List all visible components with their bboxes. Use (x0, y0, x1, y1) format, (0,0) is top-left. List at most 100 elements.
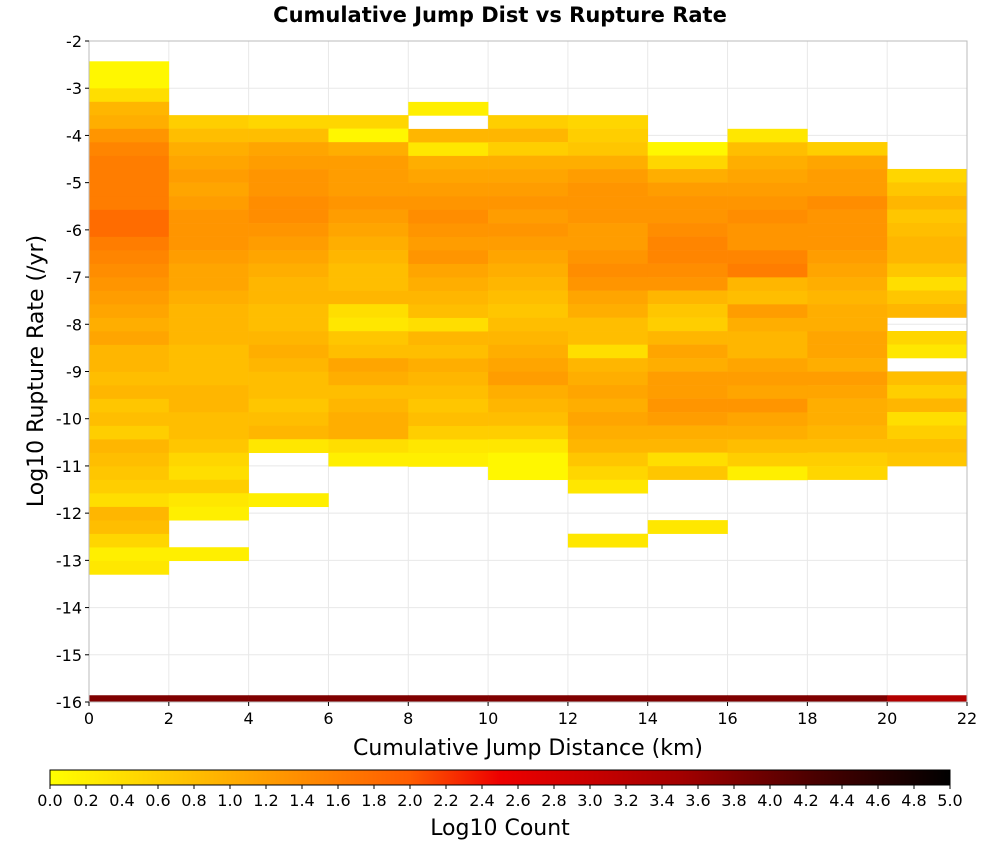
heatmap-cell (807, 236, 888, 251)
heatmap-cell (567, 250, 649, 264)
heatmap-cell (168, 425, 249, 440)
heatmap-cell (248, 344, 329, 359)
heatmap-cell (727, 142, 808, 157)
heatmap-cell (89, 317, 170, 332)
colorbar-tick-label: 5.0 (937, 791, 962, 810)
colorbar-tick-label: 4.4 (829, 791, 854, 810)
heatmap-cell (887, 303, 968, 318)
heatmap-cell (647, 520, 728, 534)
heatmap-cell (727, 439, 808, 454)
heatmap-cell (488, 331, 569, 345)
heatmap-cell (647, 412, 728, 426)
heatmap-cell (488, 290, 569, 305)
heatmap-cell (168, 115, 249, 129)
colorbar-tick-label: 3.6 (685, 791, 710, 810)
colorbar-tick-label: 2.4 (469, 791, 494, 810)
heatmap-cell (647, 196, 728, 210)
heatmap-cell (488, 182, 569, 197)
heatmap-cell (727, 155, 808, 170)
heatmap-cell (647, 250, 728, 264)
heatmap-cell (567, 304, 649, 318)
heatmap-cell (89, 115, 170, 130)
heatmap-cell (328, 263, 409, 278)
heatmap-cell (248, 263, 329, 278)
colorbar (49, 769, 951, 786)
heatmap-cell (168, 182, 249, 197)
x-tick-label: 2 (164, 709, 174, 728)
heatmap-cell (647, 439, 728, 453)
heatmap-cell (168, 385, 249, 399)
heatmap-cell (567, 196, 649, 210)
heatmap-cell (408, 263, 489, 278)
heatmap-cell (408, 101, 489, 116)
y-tick-label: -4 (66, 126, 82, 145)
colorbar-tick-label: 0.8 (181, 791, 206, 810)
y-tick-label: -2 (66, 32, 82, 51)
heatmap-cell (89, 263, 170, 278)
heatmap-cell (248, 439, 329, 454)
heatmap-cell (647, 182, 728, 197)
heatmap-cell (89, 439, 170, 454)
heatmap-cell (567, 479, 649, 494)
heatmap-cell (248, 196, 329, 210)
heatmap-cell (89, 331, 170, 346)
heatmap-cell (727, 169, 808, 184)
heatmap-cell (647, 142, 728, 156)
heatmap-cell (567, 412, 649, 427)
heatmap-cell (168, 344, 249, 359)
heatmap-cell (887, 276, 968, 291)
heatmap-cell (408, 398, 489, 413)
heatmap-cell (89, 74, 170, 89)
heatmap-cell (727, 277, 808, 292)
heatmap-cell (408, 385, 489, 400)
heatmap-cell (567, 398, 649, 413)
heatmap-cell (168, 479, 249, 494)
heatmap-cell (328, 385, 409, 399)
heatmap-cell (248, 128, 329, 143)
heatmap-cell (807, 196, 888, 210)
heatmap-cell (328, 695, 409, 702)
heatmap-cell (727, 209, 808, 224)
heatmap-cell (807, 182, 888, 197)
heatmap-cell (567, 695, 649, 702)
heatmap-cell (488, 371, 569, 386)
heatmap-cell (248, 236, 329, 251)
y-tick-label: -10 (56, 410, 82, 429)
heatmap-cell (887, 249, 968, 264)
heatmap-cell (408, 425, 489, 440)
heatmap-cell (328, 209, 409, 224)
heatmap-cell (168, 439, 249, 454)
heatmap-cell (727, 398, 808, 413)
heatmap-cell (488, 358, 569, 372)
heatmap-cell (89, 385, 170, 400)
heatmap-cell (647, 317, 728, 332)
heatmap-cell (328, 155, 409, 170)
heatmap-cell (328, 412, 409, 427)
heatmap-cell (727, 290, 808, 305)
heatmap-cell (647, 398, 728, 413)
heatmap-cell (647, 466, 728, 480)
heatmap-cell (408, 439, 489, 454)
heatmap-cell (488, 142, 569, 156)
heatmap-cell (488, 263, 569, 278)
heatmap-cell (328, 182, 409, 197)
heatmap-cell (248, 209, 329, 224)
heatmap-cell (887, 263, 968, 278)
heatmap-cell (727, 358, 808, 373)
heatmap-cell (887, 425, 968, 440)
heatmap-cell (887, 195, 968, 210)
heatmap-cell (887, 452, 968, 467)
heatmap-cell (567, 425, 649, 440)
heatmap-cell (408, 155, 489, 170)
heatmap-cell (89, 466, 170, 481)
heatmap-cell (89, 560, 170, 575)
heatmap-cell (248, 223, 329, 237)
heatmap-cell (727, 263, 808, 278)
heatmap-cell (328, 398, 409, 413)
heatmap-cell (567, 115, 649, 129)
heatmap-cell (567, 439, 649, 454)
heatmap-cell (89, 520, 170, 535)
heatmap-cell (168, 412, 249, 427)
heatmap-cell (168, 493, 249, 508)
colorbar-tick-label: 1.0 (217, 791, 242, 810)
